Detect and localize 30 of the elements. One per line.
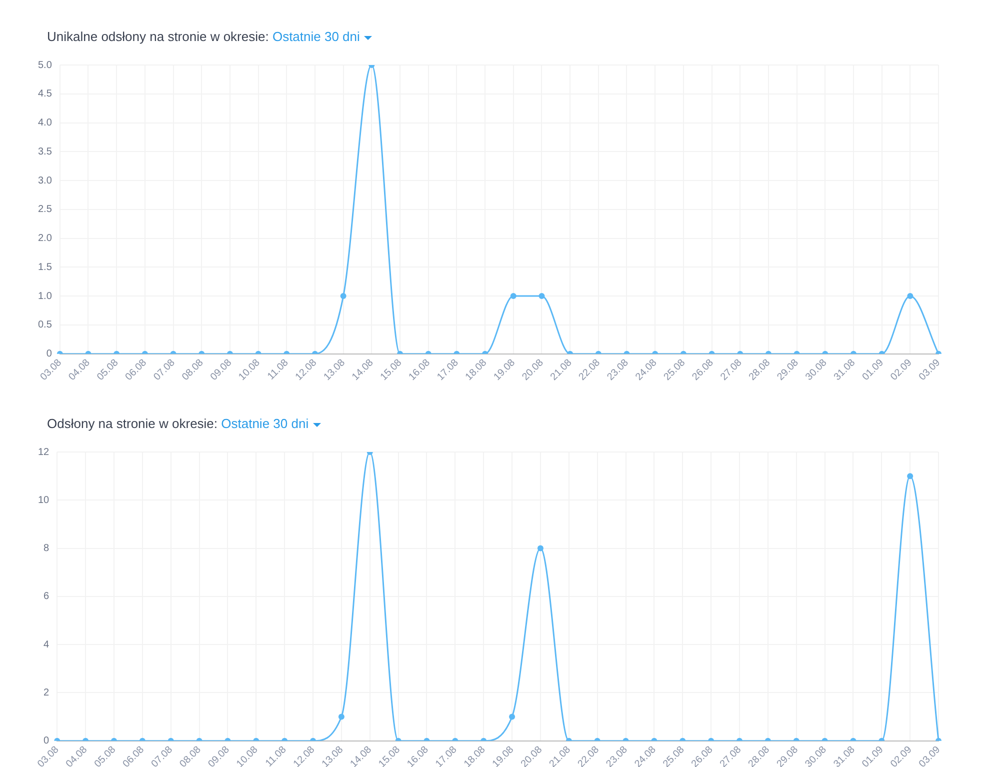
y-tick-label: 1.5 bbox=[38, 262, 52, 273]
point bbox=[510, 293, 516, 300]
y-tick-label: 0 bbox=[46, 348, 52, 360]
y-tick-label: 3.5 bbox=[38, 146, 52, 158]
y-tick-label: 2 bbox=[44, 687, 50, 698]
point bbox=[907, 473, 914, 480]
y-tick-label: 12 bbox=[38, 446, 50, 458]
y-tick-label: 6 bbox=[44, 591, 50, 602]
y-tick-label: 3.0 bbox=[38, 175, 52, 186]
y-tick-label: 10 bbox=[38, 494, 50, 506]
chart-subtitle: Ostatnie 30 dni bbox=[221, 416, 309, 431]
y-tick-label: 4.5 bbox=[38, 88, 52, 100]
y-tick-label: 4 bbox=[44, 639, 50, 650]
point bbox=[338, 714, 344, 720]
chart-subtitle: Ostatnie 30 dni bbox=[272, 29, 360, 44]
point bbox=[538, 293, 545, 300]
y-tick-label: 0.5 bbox=[38, 320, 52, 331]
y-tick-label: 1.0 bbox=[38, 290, 52, 302]
y-tick-label: 4.0 bbox=[38, 118, 52, 129]
point bbox=[340, 293, 346, 300]
y-tick-label: 2.0 bbox=[38, 233, 52, 244]
point bbox=[509, 714, 516, 720]
point bbox=[907, 293, 914, 300]
y-tick-label: 2.5 bbox=[38, 204, 52, 216]
y-tick-label: 5.0 bbox=[38, 60, 52, 71]
point bbox=[537, 545, 544, 552]
chart-title: Odsłony na stronie w okresie: bbox=[47, 416, 219, 431]
chart-title: Unikalne odsłony na stronie w okresie: bbox=[47, 29, 270, 44]
y-tick-label: 0 bbox=[44, 736, 50, 747]
y-tick-label: 8 bbox=[44, 543, 50, 554]
